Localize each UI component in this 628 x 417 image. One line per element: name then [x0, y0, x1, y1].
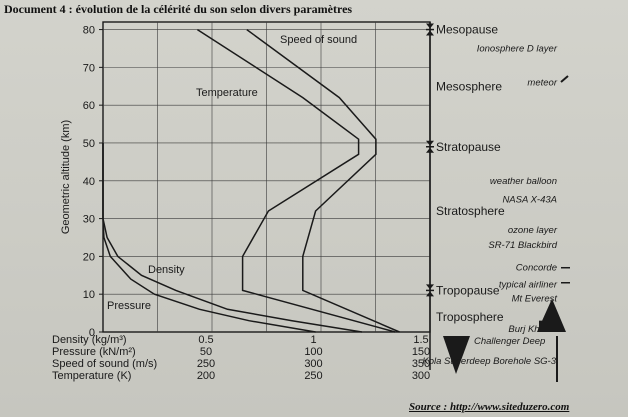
x-tick-label: 50: [200, 346, 212, 358]
series-group: Speed of sound Temperature Density Pressure: [102, 28, 400, 333]
y-axis: 0 10 20 30 40 50 60 70 80 Geometric altitude (km): [60, 25, 103, 339]
x-tick-label: 250: [197, 358, 215, 370]
trench-icon: [443, 336, 470, 374]
x-tick-label: 1: [310, 334, 316, 346]
series-label: Speed of sound: [280, 34, 357, 46]
y-tick-label: 80: [83, 25, 95, 37]
y-tick-label: 40: [83, 176, 95, 188]
x-tick-label: 100: [304, 346, 322, 358]
y-tick-label: 20: [83, 251, 95, 263]
x-axis-title: Pressure (kN/m²): [52, 346, 136, 358]
series-label: Temperature: [196, 87, 258, 99]
annotation-label: SR-71 Blackbird: [488, 240, 557, 251]
x-axis-title: Density (kg/m³): [52, 334, 127, 346]
annotation-label: Mt Everest: [512, 294, 558, 305]
region-label: Stratosphere: [436, 204, 505, 218]
y-tick-label: 70: [83, 62, 95, 74]
x-tick-label: 200: [197, 370, 215, 382]
y-tick-label: 30: [83, 214, 95, 226]
region-label: Troposphere: [436, 310, 504, 324]
x-tick-label: 150: [412, 346, 430, 358]
mountain-icon: [537, 298, 566, 332]
layer-arrow-icon: [426, 30, 434, 36]
below-ground-label: Kola Superdeep Borehole SG-3: [422, 356, 556, 367]
layer-arrow-icon: [426, 23, 434, 29]
meteor-icon: [560, 75, 569, 83]
region-label: Mesosphere: [436, 79, 502, 93]
x-tick-label: 0.5: [198, 334, 213, 346]
layer-label: Mesopause: [436, 23, 498, 37]
annotation-label: meteor: [527, 77, 557, 88]
annotation-label: Concorde: [516, 263, 557, 274]
annotation-label: Burj Khalifa: [508, 324, 557, 335]
layer-arrow-icon: [426, 147, 434, 153]
annotation-label: weather balloon: [490, 176, 557, 187]
x-axis-title: Temperature (K): [52, 370, 131, 382]
layer-arrow-icon: [426, 291, 434, 297]
series-line: [196, 28, 396, 333]
x-axis-title: Speed of sound (m/s): [52, 358, 157, 370]
y-axis-title: Geometric altitude (km): [60, 120, 72, 234]
annotation-label: ozone layer: [508, 225, 558, 236]
series-line: [102, 143, 316, 333]
layer-label: Stratopause: [436, 140, 501, 154]
document-title: Document 4 : évolution de la célérité du…: [4, 2, 353, 16]
x-tick-label: 300: [304, 358, 322, 370]
annotation-label: Ionosphere D layer: [477, 43, 558, 54]
x-axes: Density (kg/m³) 0.5 1 1.5 Pressure (kN/m²) 50…: [52, 334, 430, 382]
series-label: Density: [148, 264, 185, 276]
layer-arrow-icon: [426, 140, 434, 146]
x-tick-label: 350: [412, 358, 430, 370]
x-tick-label: 250: [304, 370, 322, 382]
below-ground-label: Challenger Deep: [474, 336, 545, 347]
grid: [103, 22, 430, 332]
tower-icon: [539, 320, 542, 332]
source-credit: Source : http://www.siteduzero.com: [409, 401, 570, 413]
atmosphere-panel: Mesopause Stratopause Tropopause Mesosphere…: [422, 22, 570, 382]
series-line: [246, 28, 400, 333]
x-tick-label: 1.5: [413, 334, 428, 346]
y-tick-label: 60: [83, 100, 95, 112]
y-tick-label: 50: [83, 138, 95, 150]
layer-label: Tropopause: [436, 283, 500, 297]
annotation-label: NASA X-43A: [502, 195, 557, 206]
annotation-label: typical airliner: [499, 280, 558, 291]
layer-arrow-icon: [426, 284, 434, 290]
y-tick-label: 0: [89, 327, 95, 339]
series-label: Pressure: [107, 300, 151, 312]
x-tick-label: 300: [412, 370, 430, 382]
y-tick-label: 10: [83, 289, 95, 301]
